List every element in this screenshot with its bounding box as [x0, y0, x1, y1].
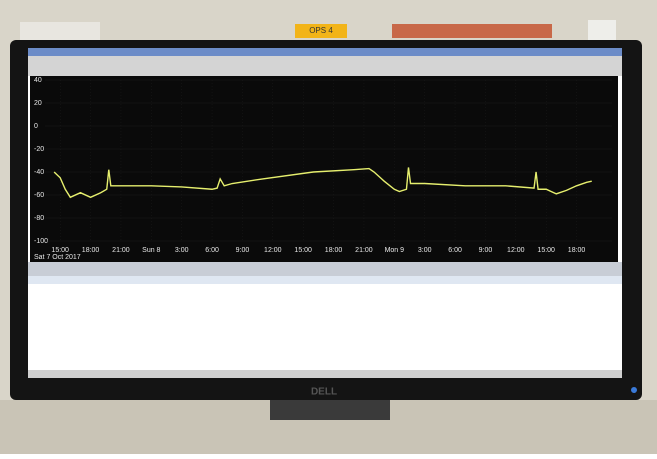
- x-tick-label: 15:00: [537, 247, 555, 254]
- y-tick-label: -20: [34, 146, 44, 153]
- x-tick-label: 6:00: [448, 247, 462, 254]
- x-tick-label: 9:00: [479, 247, 493, 254]
- brand: DELL: [311, 387, 337, 398]
- grid-header: [28, 262, 622, 276]
- title-bar: [28, 48, 622, 56]
- y-tick-label: 0: [34, 123, 38, 130]
- toolbar: [28, 56, 622, 76]
- y-tick-label: -40: [34, 169, 44, 176]
- x-date-label: Sat 7 Oct 2017: [34, 254, 81, 261]
- chart-area: [30, 76, 618, 262]
- x-tick-label: 6:00: [205, 247, 219, 254]
- x-tick-label: 18:00: [325, 247, 343, 254]
- y-tick-label: -100: [34, 238, 48, 245]
- x-tick-label: Mon 9: [385, 247, 405, 254]
- x-tick-label: 15:00: [294, 247, 312, 254]
- y-tick-label: 40: [34, 77, 42, 84]
- x-tick-label: Sun 8: [142, 247, 160, 254]
- y-tick-label: -80: [34, 215, 44, 222]
- x-tick-label: 12:00: [507, 247, 525, 254]
- x-tick-label: 9:00: [236, 247, 250, 254]
- x-tick-label: 21:00: [355, 247, 373, 254]
- x-tick-label: 3:00: [418, 247, 432, 254]
- photo: OPS 4 DELL Sat 7 Oct 2017 40 20 0 -20 -40 -60…: [0, 0, 657, 454]
- red-sticker: [392, 24, 552, 38]
- sticker: [588, 20, 616, 42]
- y-tick-label: -60: [34, 192, 44, 199]
- screen-label: OPS 4: [309, 26, 333, 35]
- x-tick-label: 3:00: [175, 247, 189, 254]
- x-tick-label: 18:00: [568, 247, 586, 254]
- x-tick-label: 15:00: [51, 247, 69, 254]
- x-tick-label: 18:00: [82, 247, 100, 254]
- y-tick-label: 20: [34, 100, 42, 107]
- power-led: [631, 387, 637, 393]
- grid-row: [28, 276, 622, 284]
- x-tick-label: 21:00: [112, 247, 130, 254]
- x-tick-label: 12:00: [264, 247, 282, 254]
- sticker: [20, 22, 100, 40]
- status-bar: [28, 370, 622, 378]
- page: OPS 4 DELL Sat 7 Oct 2017 40 20 0 -20 -40 -60…: [0, 0, 657, 459]
